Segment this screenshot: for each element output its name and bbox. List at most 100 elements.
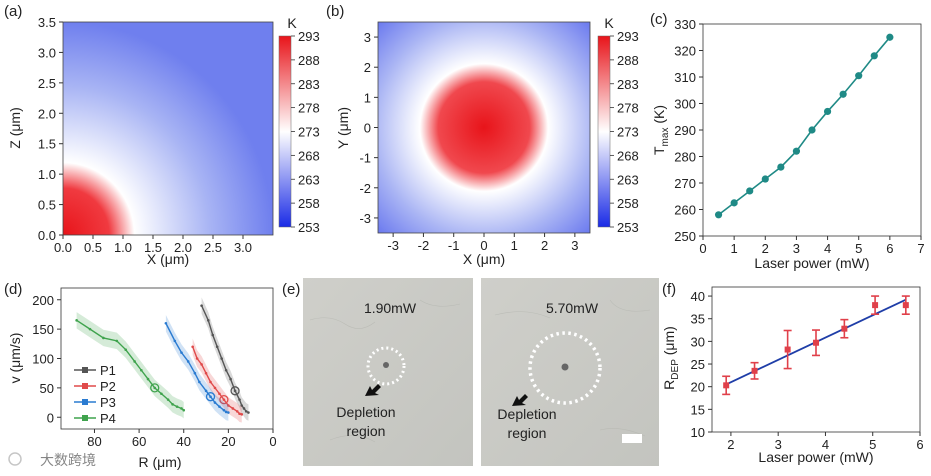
chart-d-point-P1 <box>211 333 215 337</box>
photo-texture <box>309 299 651 443</box>
colorbar-a-tick-label: 278 <box>298 101 320 116</box>
chart-c-ylabel: Tmax (K) <box>651 105 671 155</box>
heatmap-a-ylabel: Z (μm) <box>7 107 23 149</box>
chart-f-ylabel: RDEP (μm) <box>661 326 681 390</box>
heatmap-b-xtick-label: -1 <box>448 238 460 253</box>
chart-c: 0 1 2 3 4 5 6 7 250 260 270 280 290 300 310 320 330 Lase… <box>651 17 925 271</box>
chart-c-point <box>839 90 847 98</box>
chart-d-point-P2 <box>195 357 199 360</box>
heatmap-b-ytick-label: -3 <box>359 211 371 226</box>
chart-d-point-P4 <box>115 339 119 343</box>
heatmap-a-xtick-label: 0.5 <box>84 240 102 255</box>
chart-d-band-P2 <box>192 338 242 423</box>
chart-c-xtick-label: 0 <box>699 241 706 256</box>
heatmap-a-ytick-label: 0.5 <box>38 198 56 213</box>
chart-d-point-P4 <box>88 327 92 331</box>
heatmap-b-ytick-label: -2 <box>359 181 371 196</box>
chart-c-ytick-label: 290 <box>674 123 696 138</box>
chart-d-point-P1 <box>233 389 237 393</box>
chart-c-ylabel-unit: (K) <box>651 105 667 128</box>
chart-d-point-P4 <box>75 319 78 322</box>
chart-d-point-P4 <box>166 398 170 401</box>
chart-c-ytick-label: 330 <box>674 17 696 32</box>
chart-d-point-P1 <box>220 357 223 360</box>
chart-d-xtick-label: 60 <box>132 434 146 449</box>
chart-d-legend-label: P4 <box>100 411 116 426</box>
panel-label-e: (e) <box>282 281 300 298</box>
chart-d-legend-label: P1 <box>100 363 116 378</box>
depletion-label-right-2: region <box>508 425 547 441</box>
heatmap-a-xtick-label: 1.5 <box>144 240 162 255</box>
chart-d-xtick-label: 20 <box>221 434 235 449</box>
colorbar-b-tick-label: 288 <box>617 53 639 68</box>
chart-f-point <box>723 382 730 389</box>
chart-d-point-P3 <box>224 410 228 414</box>
chart-d-point-P2 <box>209 380 212 384</box>
chart-d-point-P2 <box>204 371 208 375</box>
chart-c-ytick-label: 310 <box>674 70 696 85</box>
colorbar-b-tick-label: 268 <box>617 148 639 163</box>
chart-d-point-P2 <box>213 386 217 390</box>
chart-c-point <box>886 33 894 41</box>
chart-d-ytick-label: 0 <box>47 410 54 425</box>
heatmap-b-ytick-label: -1 <box>359 151 371 166</box>
chart-d-ytick-label: 100 <box>32 352 54 367</box>
chart-d-point-P2 <box>231 407 235 410</box>
depletion-ring-right <box>528 331 602 405</box>
panel-label-f: (f) <box>662 281 676 298</box>
colorbar-b-tick-label: 263 <box>617 172 639 187</box>
chart-f: 2 3 4 5 6 10 15 20 25 30 35 40 Laser power (mW) RDE… <box>661 286 924 465</box>
colorbar-a-tick-label: 253 <box>298 220 320 235</box>
heatmap-a-ytick-label: 2.5 <box>38 76 56 91</box>
chart-c-ytick-label: 250 <box>674 229 696 244</box>
chart-d-point-P1 <box>242 407 246 410</box>
chart-f-point <box>872 302 879 309</box>
chart-d-point-P3 <box>227 411 230 414</box>
colorbar-a-tick-label: 263 <box>298 172 320 187</box>
depletion-label-left-2: region <box>347 423 386 439</box>
photo-panel: 1.90mW 5.70mW Depletion region Depletion… <box>303 278 659 466</box>
chart-c-ytick-label: 260 <box>674 203 696 218</box>
chart-f-ylabel-unit: (μm) <box>661 326 677 359</box>
chart-f-ytick-label: 35 <box>691 312 705 327</box>
heatmap-a-ytick-label: 0.0 <box>38 228 56 243</box>
heatmap-a-xtick-label: 3.0 <box>234 240 252 255</box>
heatmap-a-ytick-label: 3.0 <box>38 45 56 60</box>
heatmap-b-ytick-label: 1 <box>364 90 371 105</box>
chart-d-legend-label: P2 <box>100 379 116 394</box>
chart-d-point-P2 <box>240 413 244 416</box>
chart-d-point-P3 <box>222 408 226 412</box>
chart-d-point-P1 <box>229 377 232 381</box>
chart-d-band-P3 <box>165 315 229 421</box>
chart-d-point-P3 <box>204 389 208 393</box>
chart-c-point <box>761 175 769 183</box>
chart-d-point-P2 <box>222 398 226 401</box>
chart-c-ylabel-main: T <box>651 146 667 155</box>
chart-c-xtick-label: 1 <box>731 241 738 256</box>
chart-f-ytick-label: 10 <box>691 425 705 440</box>
chart-d-point-P2 <box>238 412 241 416</box>
chart-d-legend-marker <box>82 383 88 389</box>
chart-c-point <box>714 211 723 219</box>
heatmap-b-xtick-label: -2 <box>418 238 430 253</box>
chart-f-xtick-label: 5 <box>869 437 876 452</box>
heatmap-a-ytick-label: 2.0 <box>38 106 56 121</box>
chart-d-point-P3 <box>209 395 212 398</box>
chart-d-marker-P3 <box>205 392 216 402</box>
chart-d-marker-P4 <box>150 383 160 393</box>
chart-d-point-P1 <box>215 345 219 349</box>
chart-c-point <box>777 163 785 171</box>
chart-d-point-P1 <box>206 319 210 322</box>
heatmap-b-xtick-label: 3 <box>571 238 578 253</box>
chart-d-point-P4 <box>124 348 128 351</box>
chart-d-point-P3 <box>186 360 190 363</box>
colorbar-b-tick-label: 283 <box>617 77 639 92</box>
heatmap-b-xlabel: X (μm) <box>463 251 505 267</box>
colorbar-a-unit: K <box>287 15 297 31</box>
depletion-label-left-1: Depletion <box>336 404 395 420</box>
chart-d-point-P3 <box>213 401 217 404</box>
arrow-left <box>365 384 381 396</box>
chart-d-point-P1 <box>240 404 244 407</box>
